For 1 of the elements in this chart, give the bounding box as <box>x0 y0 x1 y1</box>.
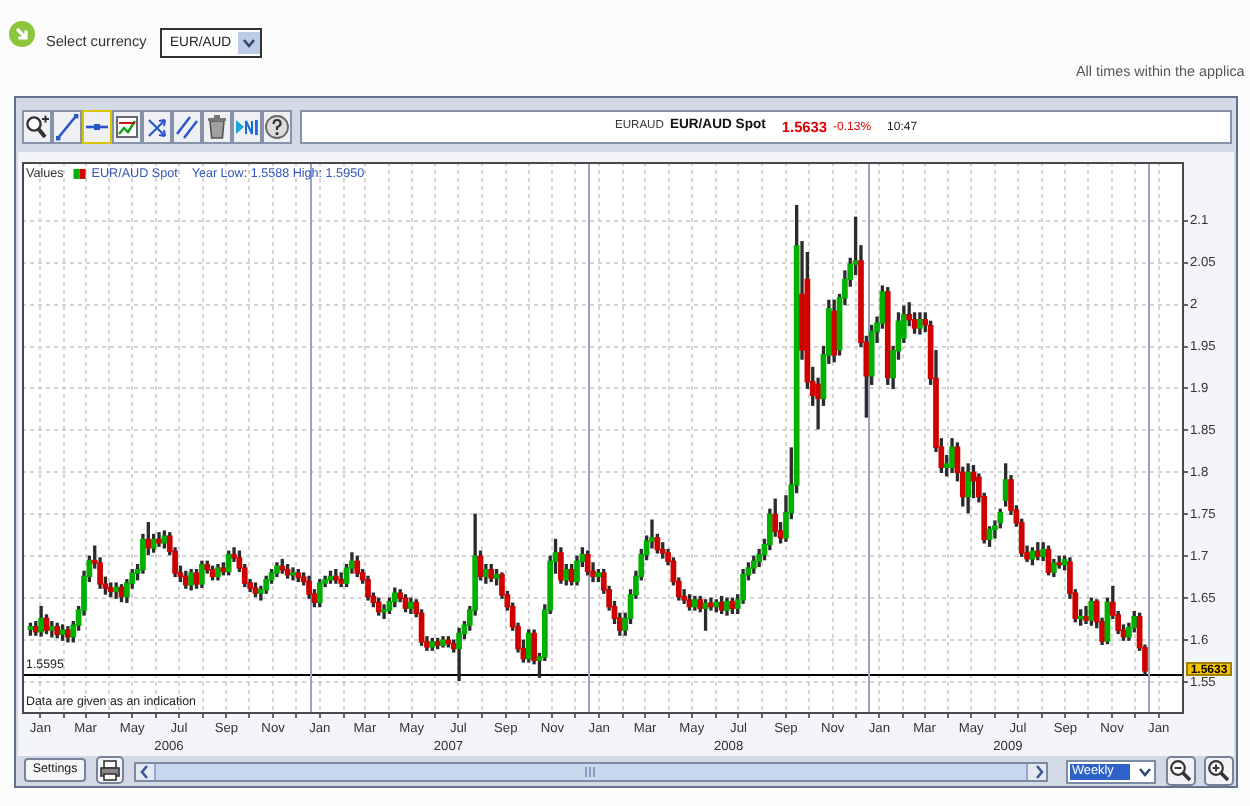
candlestick <box>381 604 387 620</box>
